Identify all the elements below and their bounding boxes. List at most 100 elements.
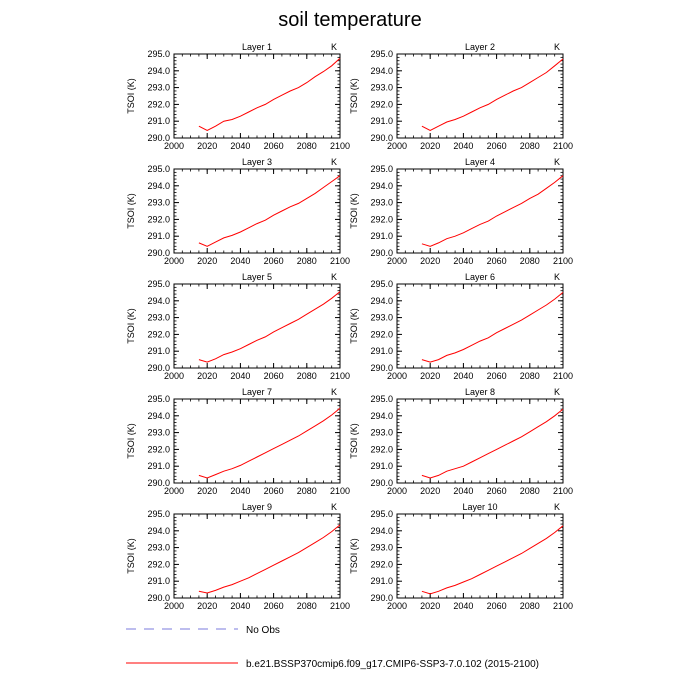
y-axis-label: TSOI (K) — [349, 78, 359, 114]
y-tick-label: 293.0 — [147, 313, 170, 323]
x-tick-label: 2100 — [553, 371, 573, 381]
x-tick-label: 2000 — [164, 256, 184, 266]
x-tick-label: 2080 — [520, 486, 540, 496]
x-tick-label: 2020 — [420, 256, 440, 266]
x-tick-label: 2060 — [264, 486, 284, 496]
x-tick-label: 2080 — [520, 141, 540, 151]
series-line — [198, 407, 341, 479]
x-tick-label: 2060 — [487, 486, 507, 496]
y-tick-label: 295.0 — [147, 394, 170, 404]
y-tick-label: 292.0 — [147, 444, 170, 454]
y-axis-label: TSOI (K) — [126, 538, 136, 574]
x-tick-label: 2020 — [197, 371, 217, 381]
panel-units: K — [554, 157, 560, 167]
y-tick-label: 292.0 — [370, 444, 393, 454]
x-tick-label: 2040 — [453, 486, 473, 496]
y-axis-label: TSOI (K) — [349, 538, 359, 574]
panel-title: Layer 6 — [465, 272, 495, 282]
x-tick-label: 2040 — [230, 256, 250, 266]
x-tick-label: 2020 — [197, 256, 217, 266]
x-tick-label: 2060 — [264, 371, 284, 381]
y-tick-label: 290.0 — [370, 133, 393, 143]
y-tick-label: 290.0 — [370, 478, 393, 488]
x-tick-label: 2020 — [420, 141, 440, 151]
y-tick-label: 291.0 — [370, 231, 393, 241]
x-tick-label: 2100 — [330, 371, 350, 381]
y-tick-label: 294.0 — [147, 181, 170, 191]
series-line — [421, 292, 564, 363]
y-tick-label: 295.0 — [370, 164, 393, 174]
panel-units: K — [331, 272, 337, 282]
series-line — [421, 408, 564, 479]
panel-layer-9: Layer 9 K TSOI (K) 290.0 291.0 292.0 293.0 294.… — [126, 502, 350, 611]
x-tick-label: 2020 — [197, 141, 217, 151]
x-tick-label: 2100 — [553, 256, 573, 266]
y-tick-label: 291.0 — [370, 116, 393, 126]
panel-layer-3: Layer 3 K TSOI (K) 290.0 291.0 292.0 293.0 294.… — [126, 157, 350, 266]
y-tick-label: 290.0 — [147, 593, 170, 603]
panel-title: Layer 9 — [242, 502, 272, 512]
legend-obs-label: No Obs — [246, 625, 280, 636]
panel-title: Layer 5 — [242, 272, 272, 282]
y-tick-label: 295.0 — [147, 49, 170, 59]
x-tick-label: 2080 — [520, 601, 540, 611]
figure-title: soil temperature — [278, 9, 421, 31]
y-tick-label: 292.0 — [370, 99, 393, 109]
panel-layer-6: Layer 6 K TSOI (K) 290.0 291.0 292.0 293.0 294.… — [349, 272, 573, 381]
x-tick-label: 2000 — [164, 371, 184, 381]
y-tick-label: 293.0 — [147, 543, 170, 553]
x-tick-label: 2060 — [264, 601, 284, 611]
x-tick-label: 2000 — [387, 371, 407, 381]
y-tick-label: 292.0 — [370, 559, 393, 569]
plot-frame — [396, 53, 564, 139]
y-tick-label: 294.0 — [370, 296, 393, 306]
x-tick-label: 2080 — [520, 371, 540, 381]
y-axis-label: TSOI (K) — [126, 78, 136, 114]
y-tick-label: 294.0 — [370, 66, 393, 76]
x-tick-label: 2080 — [297, 141, 317, 151]
x-tick-label: 2020 — [420, 486, 440, 496]
plot-frame — [396, 283, 564, 369]
plot-frame — [173, 283, 341, 369]
x-tick-label: 2080 — [297, 486, 317, 496]
y-tick-label: 291.0 — [147, 116, 170, 126]
y-tick-label: 294.0 — [147, 296, 170, 306]
x-tick-label: 2020 — [197, 486, 217, 496]
x-tick-label: 2040 — [230, 601, 250, 611]
y-tick-label: 292.0 — [370, 214, 393, 224]
y-tick-label: 294.0 — [147, 411, 170, 421]
plot-frame — [396, 398, 564, 484]
y-tick-label: 291.0 — [147, 461, 170, 471]
y-axis-label: TSOI (K) — [126, 193, 136, 229]
y-tick-label: 292.0 — [147, 559, 170, 569]
x-tick-label: 2040 — [453, 141, 473, 151]
x-tick-label: 2060 — [264, 141, 284, 151]
y-tick-label: 292.0 — [147, 214, 170, 224]
x-tick-label: 2100 — [330, 601, 350, 611]
y-tick-label: 295.0 — [370, 49, 393, 59]
panel-layer-7: Layer 7 K TSOI (K) 290.0 291.0 292.0 293.0 294.… — [126, 387, 350, 496]
y-tick-label: 293.0 — [147, 83, 170, 93]
y-tick-label: 293.0 — [370, 543, 393, 553]
y-tick-label: 290.0 — [370, 363, 393, 373]
panel-units: K — [554, 42, 560, 52]
y-tick-label: 294.0 — [147, 66, 170, 76]
x-tick-label: 2100 — [553, 601, 573, 611]
y-tick-label: 295.0 — [147, 279, 170, 289]
y-tick-label: 294.0 — [370, 411, 393, 421]
x-tick-label: 2000 — [164, 141, 184, 151]
y-tick-label: 295.0 — [147, 164, 170, 174]
plot-frame — [396, 513, 564, 599]
panel-title: Layer 2 — [465, 42, 495, 52]
panel-units: K — [331, 42, 337, 52]
x-tick-label: 2100 — [553, 486, 573, 496]
y-tick-label: 293.0 — [370, 428, 393, 438]
y-tick-label: 293.0 — [147, 428, 170, 438]
x-tick-label: 2000 — [387, 256, 407, 266]
y-tick-label: 291.0 — [370, 461, 393, 471]
x-tick-label: 2000 — [387, 601, 407, 611]
panel-title: Layer 1 — [242, 42, 272, 52]
x-tick-label: 2060 — [264, 256, 284, 266]
y-tick-label: 293.0 — [370, 313, 393, 323]
